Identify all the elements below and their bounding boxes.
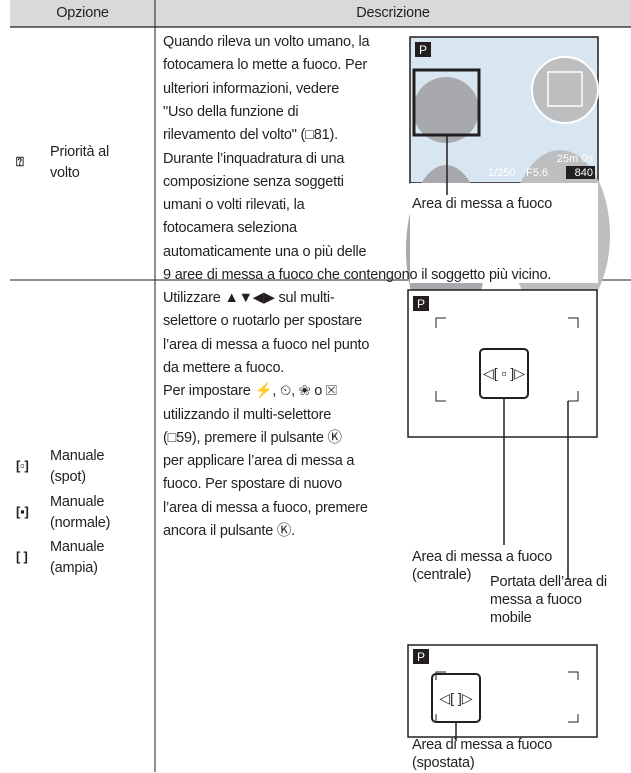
- description-line: ancora il pulsante Ⓚ.: [163, 523, 296, 539]
- header-description: Descrizione: [356, 5, 430, 21]
- description-line: Quando rileva un volto umano, la: [163, 34, 370, 50]
- screen-2: P ◁[ ▫ ]▷: [407, 289, 598, 580]
- description-line: per applicare l’area di messa a: [163, 453, 355, 470]
- description-line: rilevamento del volto" (□81).: [163, 127, 338, 144]
- option-label: volto: [50, 165, 80, 181]
- aperture: F5.6: [526, 167, 548, 179]
- mode: P: [417, 297, 425, 311]
- header-option: Opzione: [56, 5, 109, 21]
- option-label: Priorità al: [50, 144, 110, 160]
- svg-text:◁[ ]▷: ◁[ ]▷: [439, 690, 472, 706]
- callout: Area di messa a fuoco: [412, 737, 553, 753]
- option-label: Manuale: [50, 539, 105, 555]
- option-icon: [▫]: [16, 458, 29, 473]
- description-line: umani o volti rilevati, la: [163, 197, 305, 214]
- time: 25m 0s: [557, 153, 594, 165]
- description-line: selettore o ruotarlo per spostare: [163, 313, 362, 330]
- callout: (spostata): [412, 755, 475, 771]
- option-label: (normale): [50, 515, 111, 531]
- callout: (centrale): [412, 567, 472, 583]
- description-line: Per impostare ⚡, ⏲, ❀ o ☒: [163, 383, 337, 400]
- shutter: 1/250: [488, 167, 516, 179]
- screen-1: P 1/250 F5.6 25m 0s 840: [406, 36, 610, 335]
- description-line: ulteriori informazioni, vedere: [163, 80, 340, 97]
- option-label: (ampia): [50, 560, 98, 576]
- description-line: (□59), premere il pulsante Ⓚ: [163, 429, 342, 446]
- description-line: fotocamera seleziona: [163, 220, 297, 237]
- callout: messa a fuoco: [490, 592, 582, 608]
- description-line: automaticamente una o più delle: [163, 243, 367, 260]
- screen-3: P ◁[ ]▷: [407, 644, 598, 741]
- description-line: l’area di messa a fuoco, premere: [163, 499, 368, 516]
- callout: Area di messa a fuoco: [412, 196, 553, 212]
- svg-text:◁[ ▫ ]▷: ◁[ ▫ ]▷: [483, 365, 525, 381]
- mode: P: [419, 43, 427, 57]
- description-line: Durante l’inquadratura di una: [163, 150, 345, 167]
- option-icon: [ ]: [16, 549, 28, 564]
- callout: Portata dell’area di: [490, 574, 607, 590]
- option-label: Manuale: [50, 494, 105, 510]
- count: 840: [575, 167, 593, 179]
- option-icon: [▪]: [16, 504, 29, 519]
- description-line: "Uso della funzione di: [163, 103, 299, 120]
- option-label: Manuale: [50, 448, 105, 464]
- header-bg: [10, 0, 631, 27]
- description-line: fotocamera lo mette a fuoco. Per: [163, 57, 367, 74]
- description-line: da mettere a fuoco.: [163, 359, 285, 376]
- description-line: Utilizzare ▲▼◀▶ sul multi-: [163, 290, 335, 306]
- description-line: 9 aree di messa a fuoco che contengono i…: [163, 267, 552, 283]
- description-line: composizione senza soggetti: [163, 173, 344, 190]
- description-line: l’area di messa a fuoco nel punto: [163, 336, 370, 353]
- option-icon: ⍰: [16, 154, 24, 169]
- callout: Area di messa a fuoco: [412, 549, 553, 565]
- option-label: (spot): [50, 469, 86, 485]
- description-line: utilizzando il multi-selettore: [163, 406, 332, 423]
- mode: P: [417, 650, 425, 664]
- description-line: fuoco. Per spostare di nuovo: [163, 476, 342, 493]
- callout: mobile: [490, 610, 532, 626]
